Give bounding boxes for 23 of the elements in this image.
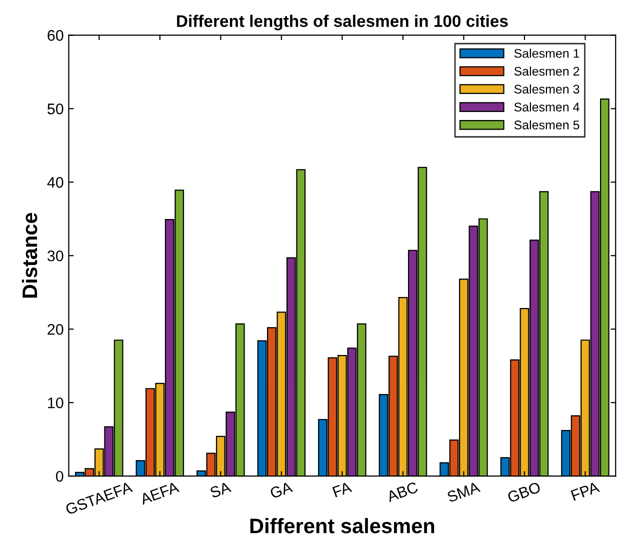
x-tick-label: GBO [506, 482, 542, 503]
x-tick-label: SA [209, 481, 232, 498]
legend-label: Salesmen 2 [514, 66, 580, 76]
x-tick-label: FPA [570, 481, 600, 501]
y-tick-label: 40 [47, 177, 64, 188]
x-tick-label: GA [269, 481, 294, 499]
y-tick-label: 20 [48, 324, 64, 335]
legend-label: Salesmen 5 [514, 120, 580, 130]
x-tick-label: AEFA [139, 481, 180, 505]
legend-label: Salesmen 4 [514, 102, 580, 112]
chart-title: Different lengths of salesmen in 100 cities [177, 14, 508, 30]
y-tick-label: 50 [48, 104, 64, 114]
x-axis-title: Different salesmen [250, 518, 434, 534]
legend-label: Salesmen 3 [514, 84, 580, 94]
y-tick-label: 60 [48, 30, 64, 41]
y-axis-title: Distance [22, 212, 38, 298]
x-tick-label: FA [332, 481, 352, 498]
x-tick-label: SMA [446, 481, 481, 503]
y-tick-label: 0 [56, 470, 64, 482]
y-tick-label: 30 [47, 250, 64, 262]
x-tick-label: ABC [386, 482, 419, 502]
legend-label: Salesmen 1 [514, 48, 580, 58]
y-tick-label: 10 [48, 397, 64, 408]
